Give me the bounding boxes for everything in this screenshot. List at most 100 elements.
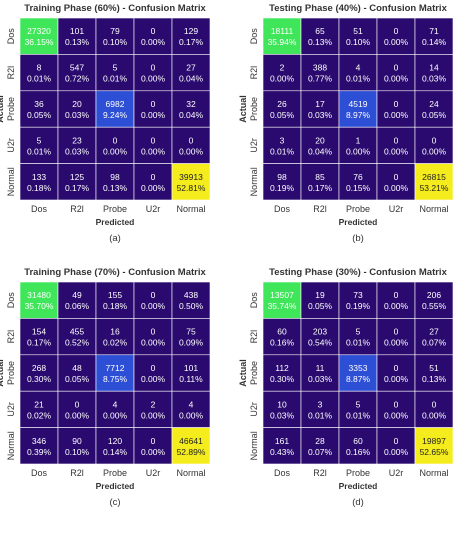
matrix-cell [95,281,135,319]
cell-count-label: 0 [394,436,399,446]
x-tick-label: Dos [274,204,291,214]
cell-count-label: 0 [394,26,399,36]
matrix-cell [414,281,454,319]
cell-percent-label: 0.19% [270,183,295,193]
cell-percent-label: 0.00% [141,37,166,47]
cell-count-label: 20 [315,135,325,145]
cell-count-label: 203 [313,327,327,337]
cell-count-label: 4 [189,399,194,409]
matrix-cell [300,390,340,428]
matrix-cell [338,318,378,356]
cell-count-label: 31480 [27,290,51,300]
x-tick-label: R2l [70,204,84,214]
cell-count-label: 90 [72,436,82,446]
matrix-cell [171,354,211,392]
cell-count-label: 26 [277,99,287,109]
cell-percent-label: 0.17% [179,37,204,47]
y-axis-label: Actual [0,95,5,123]
cell-percent-label: 0.00% [384,410,409,420]
y-tick-label: Normal [249,167,259,196]
cell-percent-label: 0.72% [65,74,90,84]
cell-percent-label: 0.03% [65,110,90,120]
x-tick-label: Dos [274,468,291,478]
y-tick-label: Probe [6,361,16,385]
y-tick-label: Normal [249,431,259,460]
matrix-cell [171,163,211,201]
cell-count-label: 0 [151,63,156,73]
matrix-cell [171,427,211,465]
x-axis-label: Predicted [96,217,135,227]
matrix-cell [171,54,211,92]
cell-count-label: 46641 [179,436,203,446]
cell-percent-label: 0.04% [179,74,204,84]
cell-count-label: 17 [315,99,325,109]
cell-percent-label: 0.52% [65,338,90,348]
x-tick-label: Probe [346,204,370,214]
cell-percent-label: 0.43% [270,447,295,457]
cell-count-label: 28 [315,436,325,446]
cell-count-label: 75 [186,327,196,337]
cell-percent-label: 0.15% [346,183,371,193]
cell-count-label: 19897 [422,436,446,446]
cell-count-label: 101 [70,26,84,36]
cell-percent-label: 0.09% [179,338,204,348]
cell-percent-label: 0.03% [270,410,295,420]
cell-count-label: 101 [184,363,198,373]
cell-count-label: 455 [70,327,84,337]
matrix-cell [262,354,302,392]
x-tick-label: R2l [70,468,84,478]
matrix-cell [300,427,340,465]
cell-count-label: 51 [429,363,439,373]
panel-caption: (d) [352,497,364,508]
cell-percent-label: 0.00% [141,74,166,84]
cell-count-label: 26815 [422,172,446,182]
cell-count-label: 16 [110,327,120,337]
cell-percent-label: 0.00% [141,338,166,348]
y-tick-label: R2l [249,330,259,344]
cell-percent-label: 35.70% [25,301,54,311]
cell-percent-label: 0.00% [384,37,409,47]
y-tick-label: Dos [249,28,259,45]
chart-title: Testing Phase (40%) - Confusion Matrix [269,3,447,14]
cell-count-label: 0 [151,135,156,145]
cell-percent-label: 0.10% [65,447,90,457]
cell-count-label: 20 [72,99,82,109]
x-tick-label: Dos [31,204,48,214]
cell-percent-label: 0.11% [179,374,203,384]
x-tick-label: Probe [346,468,370,478]
confusion-matrix-panel: Training Phase (60%) - Confusion Matrix 2… [0,3,211,244]
matrix-cell [95,354,135,392]
matrix-cell [133,126,173,164]
x-axis-label: Predicted [339,217,378,227]
cell-percent-label: 0.50% [179,301,204,311]
x-tick-label: U2r [389,468,404,478]
cell-percent-label: 0.55% [422,301,447,311]
x-tick-label: U2r [146,468,161,478]
matrix-cell [19,17,59,55]
y-tick-label: U2r [6,138,16,153]
matrix-cell [376,90,416,128]
matrix-cell [376,354,416,392]
matrix-cell [262,126,302,164]
cell-count-label: 0 [432,135,437,145]
matrix-cell [95,54,135,92]
cell-count-label: 27320 [27,26,51,36]
x-tick-label: Normal [176,204,205,214]
cell-count-label: 2 [280,63,285,73]
matrix-cell [57,318,97,356]
cell-percent-label: 0.05% [308,301,333,311]
cell-percent-label: 52.89% [177,447,206,457]
cell-count-label: 5 [356,399,361,409]
matrix-cell [95,427,135,465]
cell-count-label: 0 [394,327,399,337]
y-tick-label: Probe [249,361,259,385]
cell-percent-label: 0.00% [384,146,409,156]
cell-percent-label: 0.00% [422,410,447,420]
cell-percent-label: 8.75% [103,374,128,384]
cell-count-label: 0 [151,99,156,109]
cell-percent-label: 0.00% [384,301,409,311]
panel-caption: (c) [109,497,120,508]
matrix-cell [376,54,416,92]
y-tick-label: Normal [6,431,16,460]
